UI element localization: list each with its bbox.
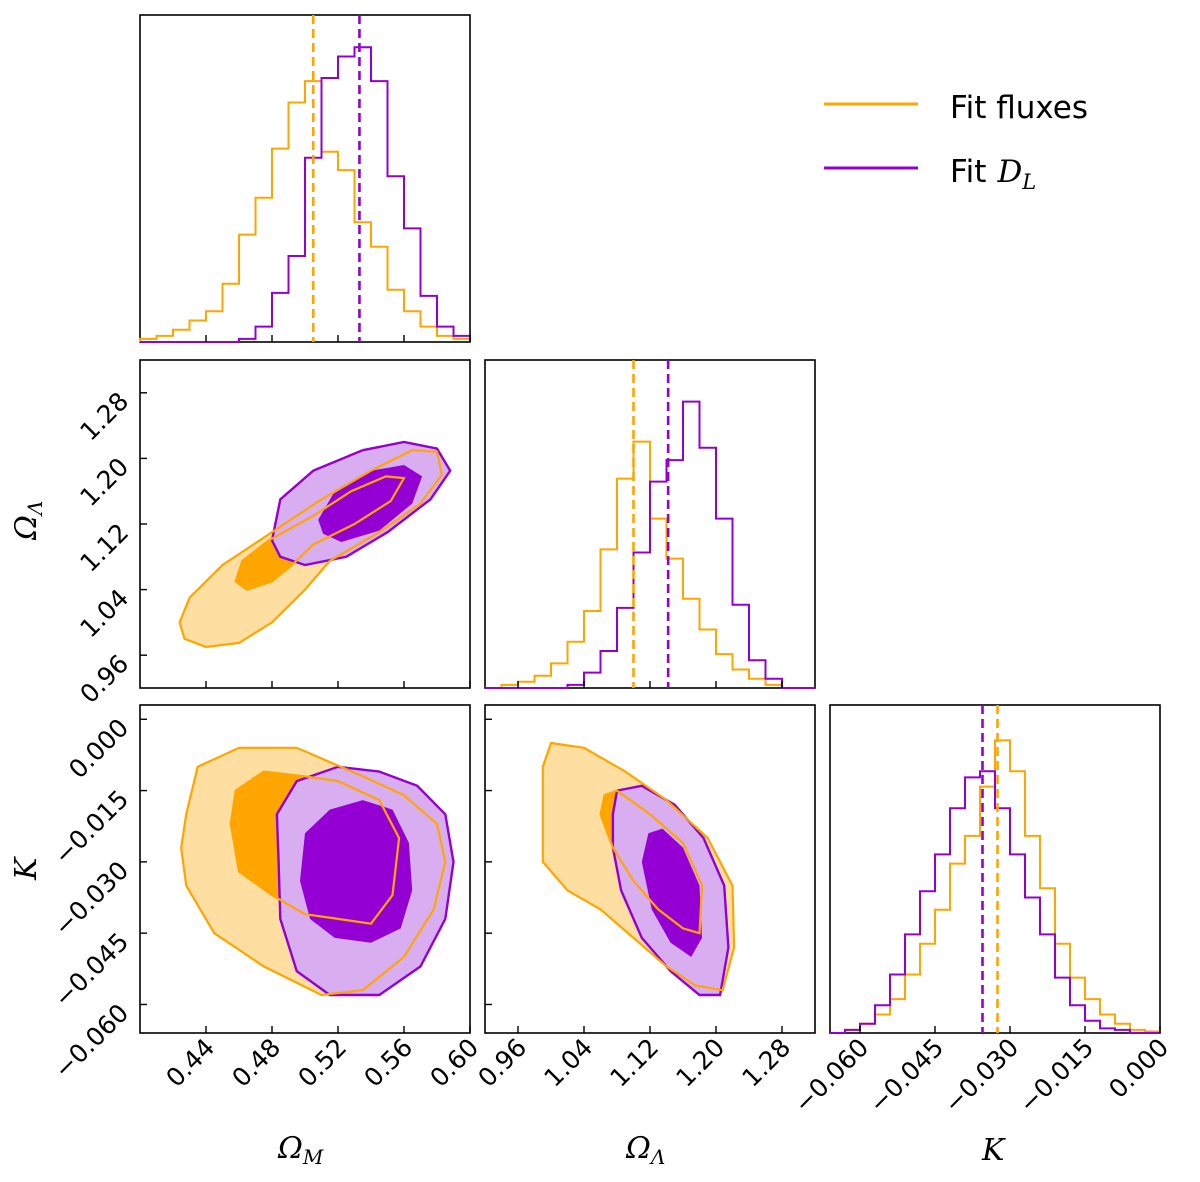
- y-tick-label: −0.045: [48, 927, 134, 1013]
- contour-dl-inner-fill: [318, 465, 423, 542]
- histogram-dl: [830, 770, 1160, 1034]
- y-tick-label: 1.04: [74, 583, 134, 643]
- y-tick-label: −0.060: [48, 998, 134, 1084]
- x-tick-label: 1.28: [736, 1033, 796, 1093]
- panel-omega-lambda-vs-k: [484, 704, 816, 1034]
- histogram-dl: [485, 400, 815, 689]
- histogram-fluxes: [830, 739, 1161, 1034]
- x-tick-label: −0.030: [938, 1033, 1024, 1119]
- contour-dl-inner-fill: [641, 828, 702, 957]
- contour-fluxes-inner-line: [234, 475, 406, 591]
- contour-fluxes-outer-line: [541, 741, 736, 992]
- x-tick-label: 0.60: [424, 1033, 484, 1093]
- y-tick-label: −0.030: [48, 856, 134, 942]
- x-tick-label: 0.000: [1103, 1033, 1174, 1104]
- x-tick-label: 0.48: [226, 1033, 286, 1093]
- y-tick-label: −0.015: [48, 784, 134, 870]
- y-tick-label: 1.28: [74, 387, 134, 447]
- y-tick-label: 1.12: [74, 518, 134, 578]
- x-axis-label-omega-m: ΩM: [277, 1131, 324, 1169]
- y-axis-label-k: K: [9, 856, 44, 881]
- histogram-fluxes: [485, 440, 815, 689]
- legend-label-dl: Fit DL: [950, 154, 1036, 194]
- y-tick-label: 1.20: [74, 452, 134, 512]
- y-tick-label: 0.000: [63, 713, 134, 784]
- x-tick-label: 1.04: [538, 1033, 598, 1093]
- x-tick-label: −0.015: [1013, 1033, 1099, 1119]
- tick-labels: 0.44 0.48 0.52 0.56 0.600.96 1.04 1.12 1.20 1.28…: [48, 387, 1174, 1119]
- contour-fluxes-outer-line: [180, 746, 447, 997]
- x-tick-label: 0.52: [292, 1033, 352, 1093]
- panel-frame-0: [139, 14, 471, 343]
- x-tick-label: 1.20: [670, 1033, 730, 1093]
- x-tick-label: −0.060: [788, 1033, 874, 1119]
- panel-omega-lambda-histogram: [484, 359, 816, 689]
- histogram-dl: [140, 46, 471, 343]
- x-axis-label-k: K: [981, 1133, 1006, 1168]
- contour-fluxes-outer-line: [178, 449, 444, 649]
- contour-fluxes-inner-line: [229, 770, 401, 925]
- x-tick-label: 0.44: [160, 1033, 220, 1093]
- panel-omega-m-vs-omega-lambda: [139, 359, 471, 689]
- x-tick-label: 0.56: [358, 1033, 418, 1093]
- legend-label-fluxes: Fit fluxes: [950, 90, 1088, 126]
- x-tick-label: 0.96: [472, 1033, 532, 1093]
- y-axis-label-omega-lambda: ΩΛ: [9, 501, 47, 541]
- panel-frame-3: [139, 704, 471, 1034]
- legend: Fit fluxes Fit DL: [824, 90, 1088, 194]
- histogram-fluxes: [139, 80, 471, 342]
- contour-fluxes-inner-line: [599, 789, 704, 935]
- y-tick-label: 0.96: [74, 649, 134, 709]
- panel-omega-m-histogram: [139, 14, 471, 343]
- panel-omega-m-vs-k: [139, 704, 471, 1034]
- x-axis-label-omega-lambda: ΩΛ: [625, 1131, 665, 1169]
- x-tick-label: −0.045: [863, 1033, 949, 1119]
- panel-k-histogram: [829, 704, 1161, 1034]
- x-tick-label: 1.12: [604, 1033, 664, 1093]
- panel-frame-5: [829, 704, 1161, 1034]
